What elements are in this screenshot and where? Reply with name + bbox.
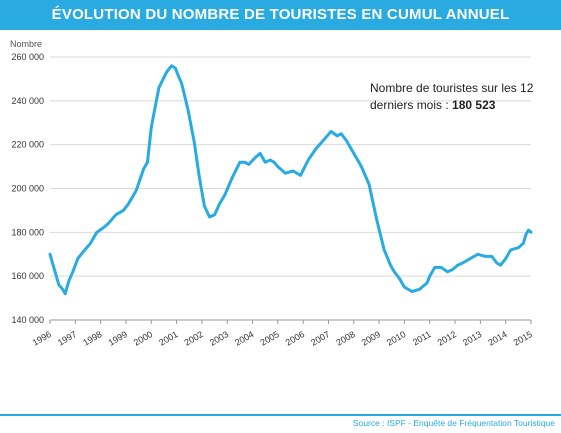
y-tick-label: 140 000 <box>11 315 44 325</box>
x-tick-label: 2003 <box>208 329 230 348</box>
x-tick-label: 2014 <box>486 329 508 348</box>
x-tick-label: 2015 <box>512 329 534 348</box>
x-tick-label: 1999 <box>107 329 129 348</box>
y-axis-label: Nombre <box>10 39 42 49</box>
y-tick-label: 180 000 <box>11 227 44 237</box>
x-tick-label: 2013 <box>461 329 483 348</box>
x-tick-label: 2001 <box>157 329 179 348</box>
y-tick-label: 220 000 <box>11 140 44 150</box>
annotation-text: Nombre de touristes sur les 12 derniers … <box>370 81 534 112</box>
x-tick-label: 1996 <box>31 329 53 348</box>
footer-divider <box>0 414 561 416</box>
x-tick-label: 2006 <box>284 329 306 348</box>
y-tick-label: 200 000 <box>11 184 44 194</box>
y-tick-label: 160 000 <box>11 271 44 281</box>
x-tick-label: 2011 <box>411 329 433 347</box>
x-tick-label: 2000 <box>132 329 154 348</box>
page-title: ÉVOLUTION DU NOMBRE DE TOURISTES EN CUMU… <box>51 6 510 23</box>
line-chart: Nombre 140 000 160 000 180 000 200 000 220 0… <box>10 39 534 348</box>
x-tick-label: 2002 <box>183 329 205 348</box>
x-tick-label: 1998 <box>81 329 103 348</box>
x-tick-label: 1997 <box>56 329 78 348</box>
x-tick-label: 2010 <box>385 329 407 348</box>
source-note: Source : ISPF - Enquête de Fréquentation… <box>352 418 555 428</box>
x-tick-label: 2009 <box>360 329 382 348</box>
y-tick-label: 240 000 <box>11 96 44 106</box>
x-tick-label: 2012 <box>436 329 458 348</box>
x-tick-label: 2007 <box>309 329 331 348</box>
x-tick-label: 2008 <box>334 329 356 348</box>
y-tick-label: 260 000 <box>11 52 44 62</box>
x-tick-label: 2004 <box>233 329 255 348</box>
series-line <box>48 64 533 296</box>
chart-annotation: Nombre de touristes sur les 12 derniers … <box>370 80 545 114</box>
annotation-value: 180 523 <box>448 98 496 112</box>
chart-title-banner: ÉVOLUTION DU NOMBRE DE TOURISTES EN CUMU… <box>0 0 561 30</box>
x-tick-label: 2005 <box>258 329 280 348</box>
